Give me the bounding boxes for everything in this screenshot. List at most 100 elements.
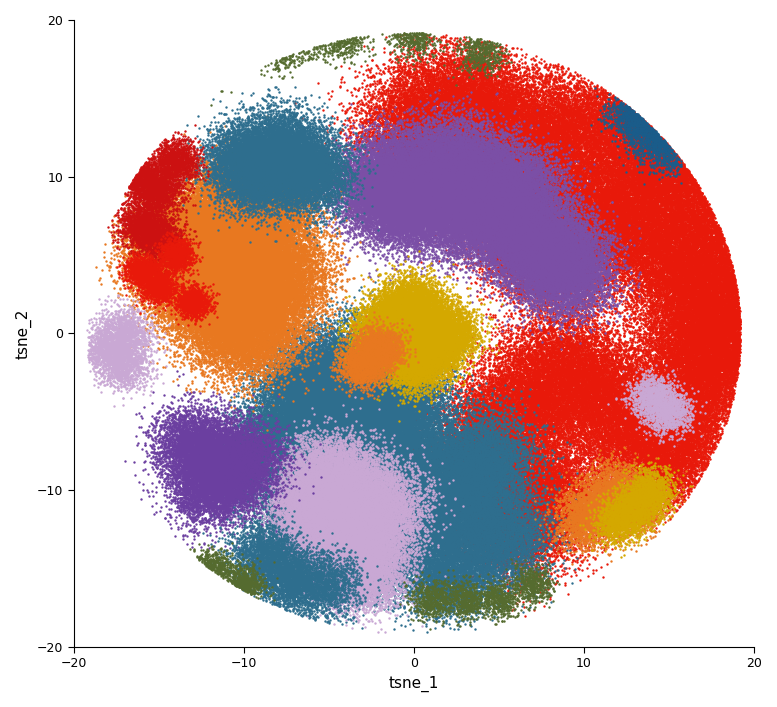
Point	[287, 168, 300, 180]
Point	[326, 173, 338, 184]
Point	[435, 285, 448, 296]
Point	[517, 218, 529, 229]
Point	[390, 152, 402, 163]
Point	[630, 491, 643, 502]
Point	[488, 464, 500, 475]
Point	[404, 177, 416, 189]
Point	[375, 218, 388, 230]
Point	[541, 186, 553, 197]
Point	[447, 568, 459, 580]
Point	[634, 227, 646, 238]
Point	[395, 332, 407, 344]
Point	[389, 363, 402, 375]
Point	[575, 222, 587, 233]
Point	[516, 199, 528, 211]
Point	[289, 264, 301, 276]
Point	[357, 595, 369, 607]
Point	[554, 479, 566, 490]
Point	[486, 143, 499, 154]
Point	[420, 133, 433, 144]
Point	[253, 571, 266, 582]
Point	[337, 542, 350, 554]
Point	[420, 74, 432, 86]
Point	[220, 265, 232, 276]
Point	[556, 515, 569, 527]
Point	[683, 285, 695, 296]
Point	[329, 539, 341, 551]
Point	[534, 259, 546, 270]
Point	[550, 60, 563, 71]
Point	[372, 482, 385, 493]
Point	[348, 373, 361, 384]
Point	[253, 286, 265, 297]
Point	[371, 450, 384, 462]
Point	[190, 264, 202, 276]
Point	[221, 218, 233, 230]
Point	[580, 471, 593, 482]
Point	[503, 190, 516, 201]
Point	[414, 329, 427, 340]
Point	[476, 224, 489, 235]
Point	[225, 279, 237, 291]
Point	[535, 344, 547, 355]
Point	[425, 110, 437, 121]
Point	[234, 327, 246, 338]
Point	[695, 351, 708, 362]
Point	[402, 322, 414, 334]
Point	[235, 158, 247, 169]
Point	[427, 458, 439, 469]
Point	[500, 446, 512, 457]
Point	[441, 436, 453, 448]
Point	[468, 530, 480, 541]
Point	[419, 356, 431, 368]
Point	[685, 339, 697, 351]
Point	[367, 385, 379, 396]
Point	[570, 236, 582, 247]
Point	[419, 325, 431, 337]
Point	[495, 204, 507, 216]
Point	[371, 594, 383, 605]
Point	[354, 127, 366, 138]
Point	[605, 170, 618, 182]
Point	[301, 481, 313, 493]
Point	[256, 153, 269, 165]
Point	[237, 295, 249, 306]
Point	[355, 346, 368, 357]
Point	[632, 487, 645, 498]
Point	[500, 116, 513, 127]
Point	[348, 470, 361, 481]
Point	[514, 410, 527, 421]
Point	[554, 216, 566, 227]
Point	[220, 480, 232, 491]
Point	[423, 165, 435, 177]
Point	[415, 135, 427, 146]
Point	[434, 330, 446, 341]
Point	[226, 230, 239, 242]
Point	[399, 437, 411, 448]
Point	[247, 260, 260, 271]
Point	[660, 390, 672, 402]
Point	[321, 452, 333, 463]
Point	[605, 165, 617, 177]
Point	[176, 425, 188, 436]
Point	[215, 465, 228, 477]
Point	[580, 122, 593, 133]
Point	[399, 443, 412, 454]
Point	[566, 232, 578, 243]
Point	[646, 432, 658, 443]
Point	[223, 235, 235, 247]
Point	[414, 182, 427, 194]
Point	[299, 564, 312, 575]
Point	[176, 489, 189, 500]
Point	[389, 291, 402, 303]
Point	[224, 312, 236, 324]
Point	[445, 193, 458, 204]
Point	[399, 350, 411, 361]
Point	[410, 335, 423, 346]
Point	[467, 465, 479, 477]
Point	[116, 356, 128, 367]
Point	[551, 298, 563, 309]
Point	[517, 182, 530, 193]
Point	[650, 512, 662, 523]
Point	[235, 189, 248, 200]
